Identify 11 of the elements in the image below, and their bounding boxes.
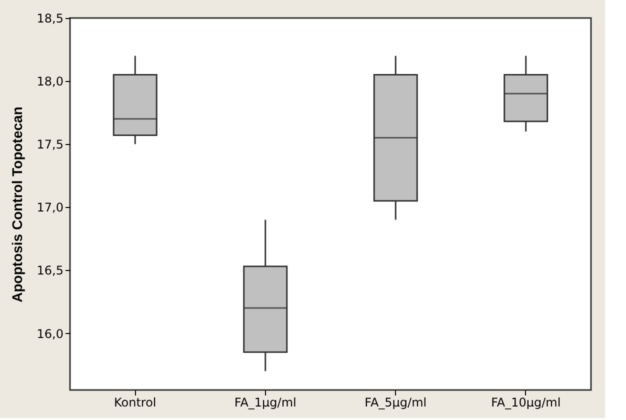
x-tick-label: FA_10µg/ml: [491, 396, 561, 410]
y-axis-title: Apoptosis Control Topotecan: [8, 106, 25, 302]
y-tick-label: 18,0: [36, 74, 64, 89]
y-tick-label: 18,5: [36, 12, 64, 26]
x-tick-label: Kontrol: [114, 396, 156, 410]
x-tick-label: FA_1µg/ml: [234, 396, 296, 410]
x-tick-label: FA_5µg/ml: [364, 396, 427, 410]
y-tick-label: 16,0: [36, 326, 64, 341]
y-tick-label: 17,0: [36, 200, 64, 215]
y-tick-label: 17,5: [36, 138, 64, 152]
y-tick-label: 16,5: [36, 264, 64, 278]
